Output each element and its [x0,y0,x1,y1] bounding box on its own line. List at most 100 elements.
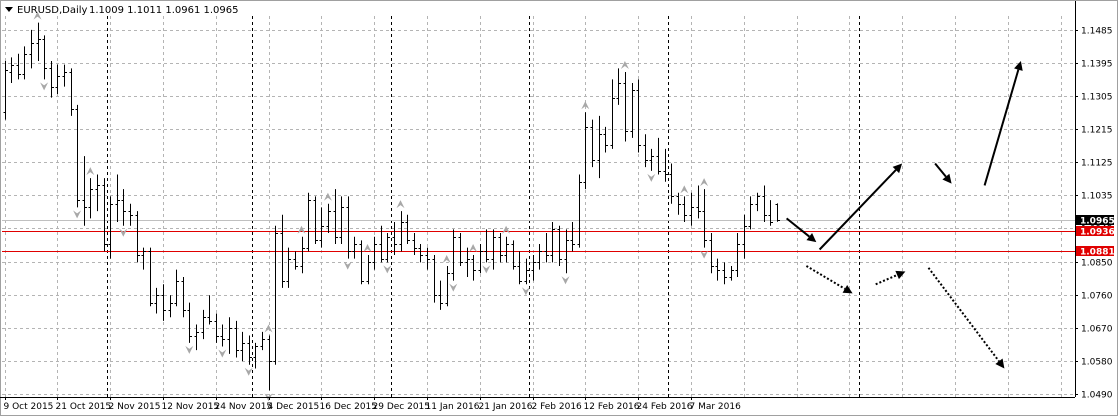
ohlc-bar [432,254,437,303]
ohlc-bar [583,112,588,190]
fractal-up-icon [469,243,478,252]
ohlc-bar [359,240,364,285]
ohlc-bar [465,247,470,277]
ohlc-bar [557,225,562,266]
ohlc-bar [220,324,225,347]
ohlc-bar [682,196,687,223]
arrow-head-icon [942,173,952,184]
ohlc-bar [88,178,93,219]
dotted-arrow[interactable] [805,265,853,294]
ohlc-bar [141,247,146,270]
ohlc-bar [42,35,47,80]
arrow-shaft [927,267,1000,362]
time-tick-label: 4 Dec 2015 [268,402,320,412]
ohlc-bar [174,269,179,307]
ohlc-bar [656,137,661,175]
level-price-tag-bg [1076,226,1114,236]
fractals [33,11,709,402]
ohlc-bar [755,192,760,212]
time-tick-label: 12 Nov 2015 [162,402,220,412]
ohlc-bar [214,313,219,343]
fractal-up-icon [297,225,306,234]
ohlc-bar [524,258,529,285]
time-tick-label: 24 Feb 2016 [637,402,693,412]
dotted-arrow[interactable] [875,270,906,286]
dropdown-triangle-icon [5,7,13,12]
time-tick-label: 2 Feb 2016 [532,402,583,412]
ohlc-bar [286,247,291,288]
ohlc-bar [597,115,602,179]
ohlc-bar [95,174,100,212]
ohlc-bar [227,317,232,354]
price-tick-label: 1.0760 [1081,292,1113,302]
ohlc-bar [201,309,206,340]
ohlc-bar [379,225,384,263]
fractal-up-icon [700,178,709,187]
ohlc-bar [669,163,674,204]
ohlc-bar [484,229,489,263]
ohlc-bar [181,276,186,318]
ohlc-bar [247,335,252,365]
ohlc-bars [3,22,780,391]
ohlc-bar [438,280,443,310]
time-tick-label: 29 Dec 2015 [373,402,431,412]
ohlc-bar [313,196,318,245]
ohlc-bar [491,229,496,270]
ohlc-bar [616,68,621,105]
ohlc-bar [610,79,615,149]
ohlc-bar [306,192,311,252]
arrow-head-icon [842,284,853,294]
time-tick-label: 2 Nov 2015 [109,402,161,412]
ohlc-bar [451,229,456,281]
ohlc-bar [405,214,410,245]
price-tick-label: 1.0490 [1081,391,1113,401]
time-tick-label: 12 Feb 2016 [584,402,640,412]
ohlc-bar [722,262,727,285]
solid-arrow[interactable] [818,163,903,251]
time-tick-label: 21 Oct 2015 [56,402,112,412]
ohlc-bar [82,156,87,226]
time-tick-label: 24 Nov 2015 [215,402,273,412]
ohlc-bar [240,331,245,362]
ohlc-bar [663,148,668,182]
ohlc-bar [29,29,34,69]
ohlc-bar [603,126,608,153]
ohlc-bar [729,265,734,281]
fractal-down-icon [73,210,82,219]
ohlc-bar [273,225,278,365]
dotted-arrow[interactable] [927,267,1005,369]
ohlc-bar [346,196,351,259]
ohlc-bar [478,244,483,274]
ohlc-bar [696,185,701,219]
price-tick-label: 1.1395 [1081,60,1113,70]
ohlc-bar [161,284,166,321]
ohlc-bar [762,185,767,223]
fractal-up-icon [581,101,590,110]
solid-arrow[interactable] [934,162,952,184]
ohlc-bar [471,254,476,281]
ohlc-bar [372,236,377,270]
fractal-up-icon [680,185,689,194]
horizontal-levels[interactable] [2,220,1075,252]
projection-arrows[interactable] [785,61,1023,369]
ohlc-bar [115,174,120,223]
price-tick-label: 1.0850 [1081,259,1113,269]
fractal-up-icon [396,200,405,209]
solid-arrow[interactable] [983,61,1023,186]
fractal-down-icon [185,345,194,354]
solid-arrow[interactable] [785,217,817,243]
ohlc-bar [689,192,694,226]
ohlc-bar [630,82,635,138]
ohlc-bar [590,119,595,168]
ohlc-bar [253,342,258,369]
ohlc-bar [293,251,298,270]
ohlc-bar [550,222,555,263]
grid [2,16,1075,397]
level-price-tag-bg [1076,246,1114,256]
ohlc-bar [16,53,21,80]
ohlc-bar [636,79,641,153]
